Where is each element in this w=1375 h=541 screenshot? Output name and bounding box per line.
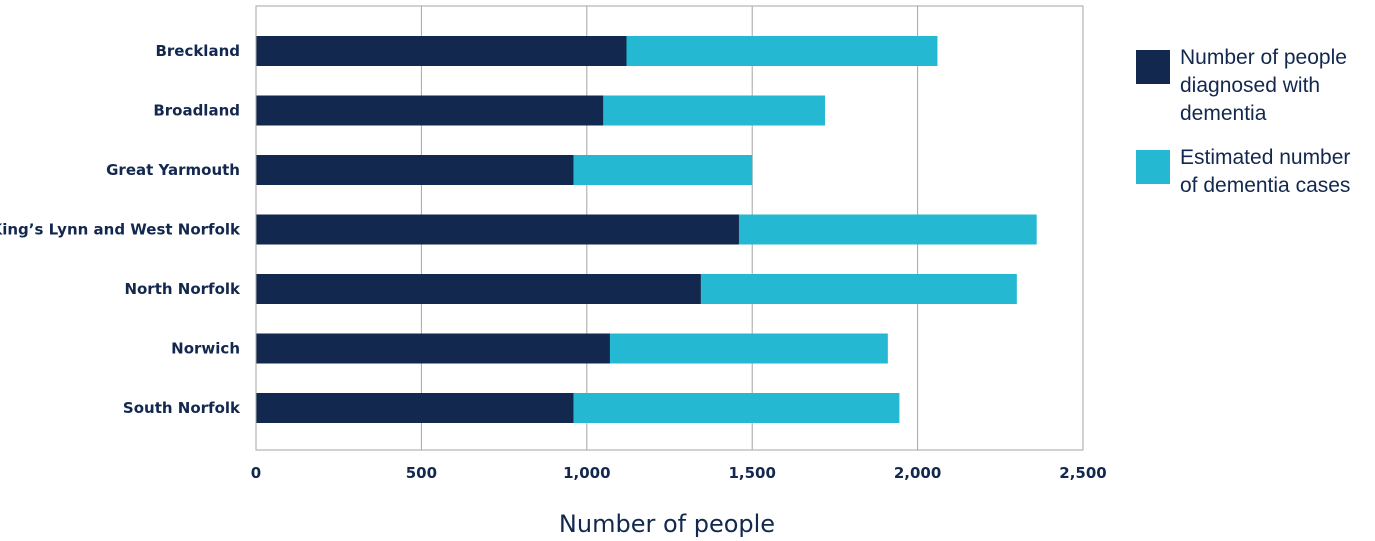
legend-label-diagnosed: Number of people diagnosed with dementia xyxy=(1180,46,1347,125)
category-label: South Norfolk xyxy=(123,399,241,417)
bar-diagnosed xyxy=(256,95,604,126)
legend-item-estimated: Estimated number of dementia cases xyxy=(1136,144,1372,200)
bar-estimated xyxy=(609,333,888,364)
x-tick-label: 1,000 xyxy=(563,464,610,482)
category-label: Great Yarmouth xyxy=(106,161,240,179)
x-tick-label: 2,000 xyxy=(894,464,941,482)
legend-label-estimated: Estimated number of dementia cases xyxy=(1180,146,1351,197)
legend-item-diagnosed: Number of people diagnosed with dementia xyxy=(1136,44,1372,128)
bar-diagnosed xyxy=(256,393,574,423)
category-label: Norwich xyxy=(171,340,240,358)
x-tick-label: 1,500 xyxy=(728,464,775,482)
legend-swatch-estimated xyxy=(1136,150,1170,184)
category-label: Broadland xyxy=(153,102,240,120)
plot-frame xyxy=(255,5,1084,451)
bar-estimated xyxy=(573,155,753,185)
category-label: King’s Lynn and West Norfolk xyxy=(0,221,241,239)
bar-diagnosed xyxy=(256,333,610,364)
bar-diagnosed xyxy=(256,155,574,185)
bar-estimated xyxy=(738,214,1037,245)
bars xyxy=(256,36,1037,423)
bar-diagnosed xyxy=(256,36,627,66)
category-labels: Breckland Broadland Great Yarmouth King’s L… xyxy=(0,42,241,417)
bar-estimated xyxy=(603,95,825,126)
x-tick-label: 0 xyxy=(251,464,261,482)
category-label: North Norfolk xyxy=(124,280,241,298)
legend-swatch-diagnosed xyxy=(1136,50,1170,84)
x-axis-title: Number of people xyxy=(559,510,775,538)
bar-estimated xyxy=(700,274,1017,304)
bar-estimated xyxy=(626,36,938,66)
x-tick-labels: 0 500 1,000 1,500 2,000 2,500 xyxy=(251,464,1107,482)
x-tick-label: 2,500 xyxy=(1059,464,1106,482)
bar-diagnosed xyxy=(256,274,701,304)
category-label: Breckland xyxy=(155,42,240,60)
legend: Number of people diagnosed with dementia… xyxy=(1136,44,1372,216)
x-tick-label: 500 xyxy=(406,464,437,482)
bar-diagnosed xyxy=(256,214,739,245)
bar-estimated xyxy=(573,393,900,423)
